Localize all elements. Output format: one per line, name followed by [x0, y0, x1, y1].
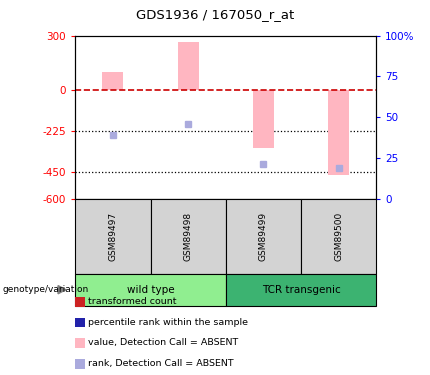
Bar — [253, 90, 274, 148]
Bar — [102, 72, 123, 90]
Text: transformed count: transformed count — [88, 297, 177, 306]
Text: TCR transgenic: TCR transgenic — [261, 285, 341, 295]
Text: rank, Detection Call = ABSENT: rank, Detection Call = ABSENT — [88, 359, 234, 368]
Bar — [178, 42, 199, 90]
Text: percentile rank within the sample: percentile rank within the sample — [88, 318, 248, 327]
Text: GSM89497: GSM89497 — [108, 211, 117, 261]
Text: GSM89500: GSM89500 — [334, 211, 343, 261]
Text: wild type: wild type — [127, 285, 174, 295]
Text: GSM89498: GSM89498 — [184, 211, 193, 261]
Bar — [328, 90, 349, 175]
Text: GDS1936 / 167050_r_at: GDS1936 / 167050_r_at — [136, 9, 294, 21]
Text: value, Detection Call = ABSENT: value, Detection Call = ABSENT — [88, 338, 238, 347]
Text: GSM89499: GSM89499 — [259, 211, 268, 261]
Text: genotype/variation: genotype/variation — [2, 285, 89, 294]
